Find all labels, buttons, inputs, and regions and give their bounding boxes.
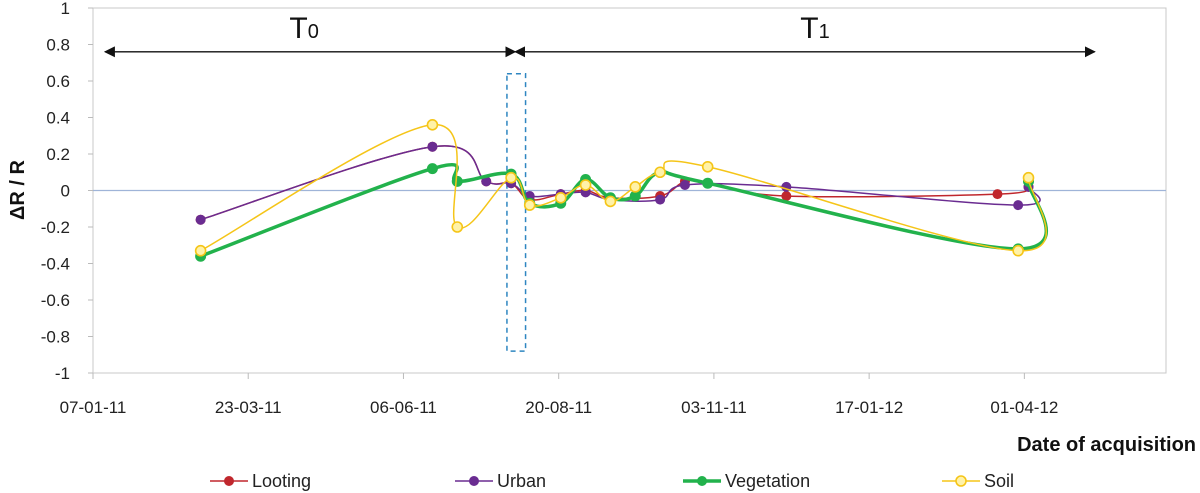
legend-marker-soil <box>955 475 967 487</box>
data-point-vegetation <box>426 163 438 175</box>
y-tick-label: 0.6 <box>46 72 70 91</box>
data-point-soil <box>701 160 714 173</box>
y-tick-label: 0 <box>61 182 70 201</box>
data-point-urban <box>655 194 666 205</box>
legend-marker-looting <box>224 476 234 486</box>
x-axis-label: Date of acquisition <box>1017 434 1196 456</box>
data-point-soil <box>554 192 567 204</box>
y-tick-label: 1 <box>61 0 70 18</box>
highlight-box <box>506 72 527 352</box>
y-tick-label: 0.8 <box>46 36 70 55</box>
data-point-soil <box>194 244 207 257</box>
period-t1-annotation: T1 <box>514 12 1096 58</box>
y-tick-label: -0.6 <box>41 291 70 310</box>
period-t1-label: T1 <box>800 12 829 45</box>
data-point-urban <box>1013 200 1024 211</box>
x-tick-label: 23-03-11 <box>215 398 282 417</box>
series-layer <box>194 119 1048 262</box>
legend-marker-urban <box>469 476 479 486</box>
data-point-vegetation <box>629 190 641 202</box>
data-point-soil <box>451 221 464 233</box>
legend: Looting Urban Vegetation Soil <box>210 471 1014 491</box>
legend-item-soil: Soil <box>942 471 1014 491</box>
legend-label-looting: Looting <box>252 471 311 491</box>
x-tick-label: 06-06-11 <box>370 398 437 417</box>
legend-label-vegetation: Vegetation <box>725 471 810 491</box>
legend-item-looting: Looting <box>210 471 311 491</box>
y-tick-label: 0.2 <box>46 145 70 164</box>
data-point-soil <box>579 179 592 191</box>
data-point-vegetation <box>702 177 714 189</box>
data-point-soil <box>505 171 517 184</box>
data-point-urban <box>679 180 690 191</box>
x-tick-label: 01-04-12 <box>990 398 1058 417</box>
x-tick-label: 17-01-12 <box>835 398 903 417</box>
y-axis-ticks: 1 0.8 0.6 0.4 0.2 0 -0.2 -0.4 -0.6 -0.8 -1 <box>41 0 93 383</box>
period-t1-subscript: 1 <box>819 21 830 43</box>
data-point-soil <box>629 181 642 193</box>
data-point-urban <box>481 176 492 187</box>
y-tick-label: -1 <box>55 364 70 383</box>
data-point-soil <box>654 166 666 179</box>
x-tick-label: 20-08-11 <box>525 398 592 417</box>
x-axis-ticks: 07-01-11 23-03-11 06-06-11 20-08-11 03-11-11… <box>60 373 1058 417</box>
legend-label-soil: Soil <box>984 471 1014 491</box>
legend-marker-vegetation <box>697 476 707 486</box>
period-t1-letter: T <box>800 12 818 45</box>
data-point-looting <box>781 190 792 201</box>
data-point-soil <box>1022 171 1035 184</box>
y-tick-label: 0.4 <box>46 109 70 128</box>
period-t0-annotation: T0 <box>103 12 517 58</box>
data-point-looting <box>992 189 1003 200</box>
data-point-soil <box>604 195 617 208</box>
data-point-urban <box>195 214 206 225</box>
data-point-soil <box>1012 244 1024 257</box>
data-point-soil <box>426 119 439 131</box>
y-axis-label: ΔR / R <box>7 159 29 219</box>
data-point-soil <box>523 199 536 211</box>
y-tick-label: -0.8 <box>41 328 70 347</box>
legend-label-urban: Urban <box>497 471 546 491</box>
period-t0-label: T0 <box>289 12 318 45</box>
x-tick-label: 03-11-11 <box>681 398 747 417</box>
y-tick-label: -0.2 <box>41 218 70 237</box>
legend-item-vegetation: Vegetation <box>683 471 810 491</box>
series-soil <box>194 119 1048 257</box>
x-tick-label: 07-01-11 <box>60 398 127 417</box>
data-point-vegetation <box>451 175 463 187</box>
data-point-urban <box>427 141 438 152</box>
legend-item-urban: Urban <box>455 471 546 491</box>
y-tick-label: -0.4 <box>41 255 70 274</box>
period-t0-subscript: 0 <box>308 21 319 43</box>
period-t0-letter: T <box>289 12 307 45</box>
